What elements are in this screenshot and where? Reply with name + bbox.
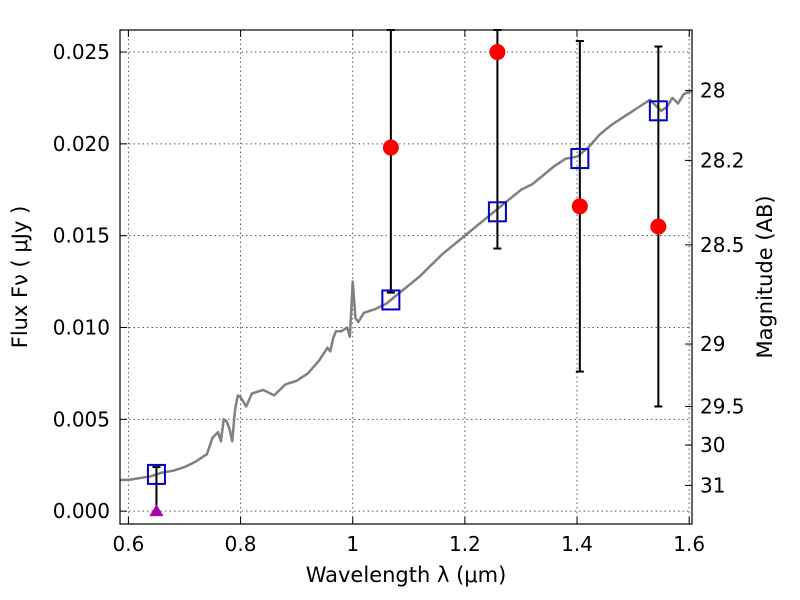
model-photometry-marker xyxy=(381,289,401,311)
right-tick-label: 28 xyxy=(700,79,725,103)
right-tick-label: 31 xyxy=(700,473,725,497)
axes-ticks: 0.6 0.8 1 1.2 1.4 1.6 0.000 0.005 0.010 0.015 0.02… xyxy=(53,30,745,556)
y-tick-label: 0.005 xyxy=(53,407,110,431)
upper-limit-marker xyxy=(149,504,164,517)
y-axis-right-label: Magnitude (AB) xyxy=(753,195,777,358)
model-photometry-marker xyxy=(648,100,668,122)
y-axis-label: Flux Fν ( μJy ) xyxy=(8,206,32,349)
grid xyxy=(120,30,692,524)
x-tick-label: 1.6 xyxy=(673,532,705,556)
model-photometry-marker xyxy=(487,201,507,223)
y-tick-label: 0.000 xyxy=(53,499,110,523)
plot-area xyxy=(120,29,693,517)
model-spectrum-line xyxy=(120,89,693,482)
observed-flux-point xyxy=(489,44,506,61)
x-axis-label: Wavelength λ (μm) xyxy=(306,563,507,587)
x-tick-label: 0.8 xyxy=(225,532,257,556)
model-photometry-marker xyxy=(146,463,166,485)
right-tick-label: 28.2 xyxy=(700,148,745,172)
y-tick-label: 0.015 xyxy=(53,224,110,248)
right-tick-label: 28.5 xyxy=(700,233,745,257)
plot-frame xyxy=(119,29,693,525)
x-tick-label: 1.4 xyxy=(561,532,593,556)
y-tick-label: 0.020 xyxy=(53,132,110,156)
observed-flux-point xyxy=(382,139,399,156)
y-tick-label: 0.025 xyxy=(53,40,110,64)
right-tick-label: 29 xyxy=(700,332,725,356)
x-tick-label: 1.2 xyxy=(449,532,481,556)
right-tick-label: 30 xyxy=(700,433,725,457)
x-tick-label: 1 xyxy=(346,532,359,556)
y-tick-label: 0.010 xyxy=(53,316,110,340)
right-tick-label: 29.5 xyxy=(700,394,745,418)
x-tick-label: 0.6 xyxy=(113,532,145,556)
model-photometry-marker xyxy=(570,148,590,170)
observed-flux-point xyxy=(650,218,667,235)
observed-flux-point xyxy=(571,198,588,215)
